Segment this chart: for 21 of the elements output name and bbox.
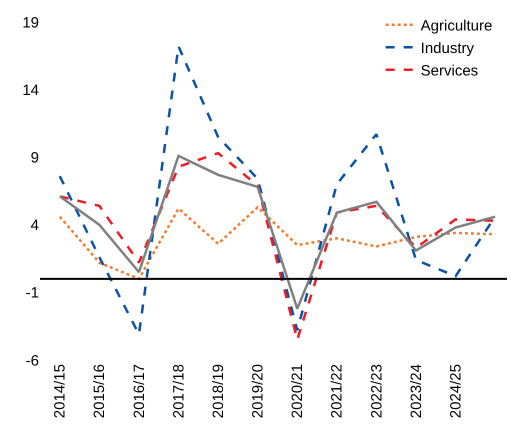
legend-label: Agriculture xyxy=(420,18,492,35)
x-tick-label: 2016/17 xyxy=(130,364,148,418)
y-tick-label: 19 xyxy=(22,14,39,32)
line-series xyxy=(58,154,496,310)
y-tick-label: -1 xyxy=(26,284,39,302)
x-tick-label: 2023/24 xyxy=(408,364,425,418)
x-tick-label: 2022/23 xyxy=(368,364,386,418)
x-tick-label: 2014/15 xyxy=(52,364,69,418)
x-tick-label: 2020/21 xyxy=(289,364,306,418)
y-tick-label: -6 xyxy=(26,352,39,370)
legend-label: Industry xyxy=(420,40,475,58)
x-tick-label: 2018/19 xyxy=(210,364,227,418)
x-tick-label: 2019/20 xyxy=(250,364,267,418)
y-tick-label: 9 xyxy=(30,149,39,166)
x-tick-label: 2021/22 xyxy=(328,364,346,418)
y-tick-label: 14 xyxy=(22,82,39,99)
legend-label: Services xyxy=(420,62,478,80)
x-tick-label: 2017/18 xyxy=(170,364,188,418)
y-tick-label: 4 xyxy=(30,217,39,234)
x-tick-label: 2015/16 xyxy=(91,364,108,418)
x-tick-label: 2024/25 xyxy=(447,364,464,418)
